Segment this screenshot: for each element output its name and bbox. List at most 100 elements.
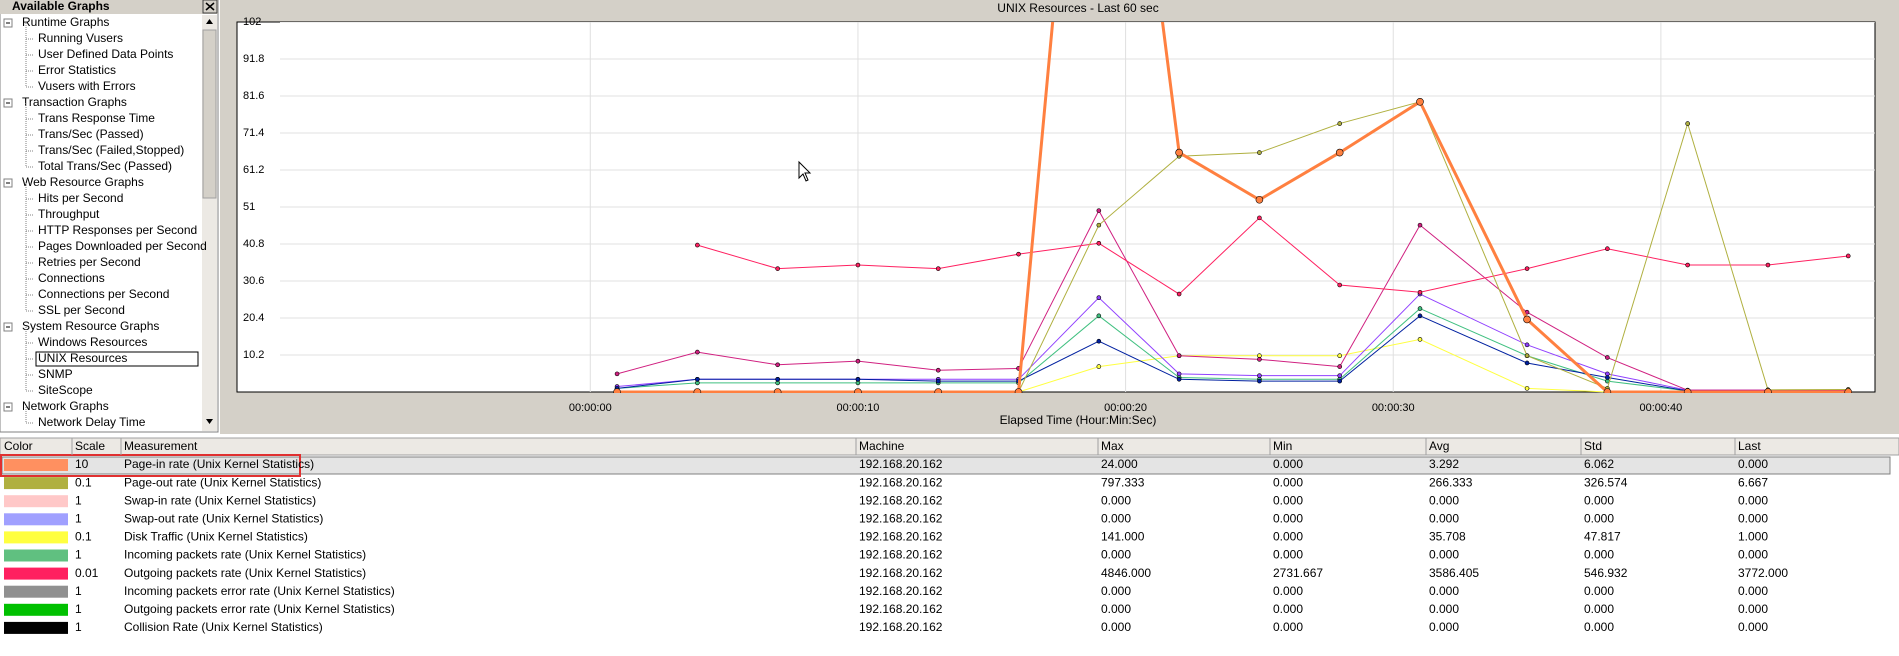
- data-point: [775, 266, 780, 271]
- table-cell: 1: [75, 584, 82, 598]
- mouse-cursor: [798, 160, 812, 182]
- scroll-thumb[interactable]: [202, 29, 217, 199]
- column-header[interactable]: Avg: [1429, 439, 1449, 453]
- column-header[interactable]: Color: [4, 439, 33, 453]
- column-header[interactable]: Measurement: [124, 439, 198, 453]
- tree-item[interactable]: HTTP Responses per Second: [38, 223, 197, 237]
- data-point: [1417, 313, 1423, 319]
- data-point: [775, 362, 780, 368]
- table-cell: 3.292: [1429, 457, 1459, 471]
- data-point: [695, 242, 700, 248]
- tree-item[interactable]: Trans/Sec (Passed): [38, 127, 144, 141]
- color-swatch[interactable]: [4, 513, 68, 526]
- series-line: [617, 307, 1849, 392]
- tree-item[interactable]: UNIX Resources: [38, 351, 127, 365]
- tree-item[interactable]: Error Statistics: [38, 63, 116, 77]
- data-point: [773, 388, 782, 393]
- color-swatch[interactable]: [4, 603, 68, 616]
- tree-item[interactable]: Retries per Second: [38, 255, 141, 269]
- tree-item[interactable]: Vusers with Errors: [38, 79, 136, 93]
- table-cell: 192.168.20.162: [859, 548, 943, 562]
- data-point: [1096, 222, 1102, 228]
- data-point: [614, 371, 620, 377]
- table-cell: 266.333: [1429, 475, 1473, 489]
- table-cell: 0.000: [1429, 493, 1459, 507]
- column-header[interactable]: Min: [1273, 439, 1292, 453]
- data-point: [775, 377, 780, 382]
- table-cell: 0.000: [1738, 493, 1768, 507]
- color-swatch[interactable]: [4, 585, 68, 598]
- color-swatch[interactable]: [4, 567, 68, 580]
- tree-item[interactable]: SNMP: [38, 367, 73, 381]
- data-point: [1605, 355, 1610, 360]
- tree-group[interactable]: System Resource Graphs: [22, 319, 159, 333]
- column-header[interactable]: Last: [1738, 439, 1761, 453]
- column-header[interactable]: Std: [1584, 439, 1602, 453]
- table-cell: 0.000: [1429, 584, 1459, 598]
- table-cell: 1: [75, 602, 82, 616]
- y-tick-label: 102: [243, 16, 261, 28]
- data-point: [1257, 150, 1262, 155]
- data-point: [1844, 388, 1853, 393]
- tree-item[interactable]: User Defined Data Points: [38, 47, 173, 61]
- tree-item[interactable]: Pages Downloaded per Second: [38, 239, 207, 253]
- table-cell: 192.168.20.162: [859, 511, 943, 525]
- y-tick-label: 81.6: [243, 90, 264, 102]
- color-swatch[interactable]: [4, 477, 68, 490]
- tree-item[interactable]: Running Vusers: [38, 31, 123, 45]
- table-cell: 0.000: [1101, 584, 1131, 598]
- table-cell: 192.168.20.162: [859, 584, 943, 598]
- table-cell: 0.000: [1584, 584, 1614, 598]
- table-cell: 192.168.20.162: [859, 602, 943, 616]
- tree-group[interactable]: Runtime Graphs: [22, 15, 109, 29]
- sidebar-title: Available Graphs: [12, 0, 110, 13]
- color-swatch[interactable]: [4, 531, 68, 544]
- data-point: [1016, 251, 1021, 257]
- color-swatch[interactable]: [4, 621, 68, 634]
- tree-item[interactable]: Trans Response Time: [38, 111, 155, 125]
- table-cell: 0.000: [1101, 548, 1131, 562]
- tree-item[interactable]: Connections: [38, 271, 105, 285]
- y-tick-label: 71.4: [243, 127, 264, 139]
- column-header[interactable]: Scale: [75, 439, 105, 453]
- column-header[interactable]: Max: [1101, 439, 1124, 453]
- y-tick-label: 61.2: [243, 164, 264, 176]
- table-cell: 192.168.20.162: [859, 457, 943, 471]
- data-point: [1096, 295, 1102, 300]
- data-point: [1417, 306, 1423, 311]
- table-cell: 0.000: [1273, 511, 1303, 525]
- y-tick-label: 51: [243, 201, 255, 213]
- tree-item[interactable]: Connections per Second: [38, 287, 169, 301]
- tree-item[interactable]: Throughput: [38, 207, 100, 221]
- tree-item[interactable]: Trans/Sec (Failed,Stopped): [38, 143, 184, 157]
- data-point: [613, 388, 621, 393]
- tree-item[interactable]: SiteScope: [38, 383, 93, 397]
- table-cell: 0.000: [1738, 457, 1768, 471]
- table-cell: 1: [75, 620, 82, 634]
- table-cell: 0.000: [1584, 620, 1614, 634]
- data-point: [1605, 246, 1610, 252]
- table-cell: 192.168.20.162: [859, 530, 943, 544]
- tree-group[interactable]: Network Graphs: [22, 399, 109, 413]
- data-point: [1523, 315, 1531, 324]
- tree-item[interactable]: Windows Resources: [38, 335, 147, 349]
- color-swatch[interactable]: [4, 495, 68, 508]
- tree-item[interactable]: SSL per Second: [38, 303, 125, 317]
- tree-group[interactable]: Web Resource Graphs: [22, 175, 144, 189]
- data-point: [1096, 208, 1102, 213]
- color-swatch[interactable]: [4, 459, 68, 471]
- tree-item[interactable]: Network Delay Time: [38, 415, 146, 429]
- data-point: [1096, 338, 1102, 344]
- color-swatch[interactable]: [4, 549, 68, 562]
- table-cell: 0.000: [1429, 511, 1459, 525]
- tree-item[interactable]: Hits per Second: [38, 191, 123, 205]
- tree-item[interactable]: Total Trans/Sec (Passed): [38, 159, 172, 173]
- data-point: [695, 377, 700, 382]
- y-tick-label: 10.2: [243, 349, 264, 361]
- data-point: [1417, 222, 1423, 228]
- column-header[interactable]: Machine: [859, 439, 905, 453]
- tree-group[interactable]: Transaction Graphs: [22, 95, 127, 109]
- data-point: [1337, 121, 1343, 126]
- data-point: [1524, 386, 1530, 391]
